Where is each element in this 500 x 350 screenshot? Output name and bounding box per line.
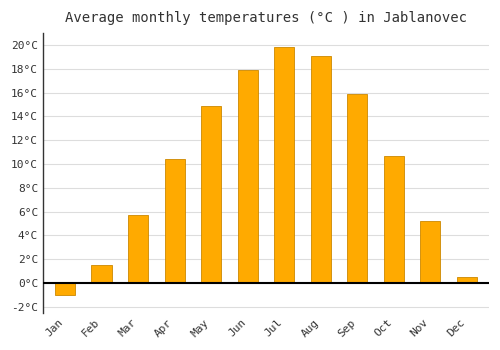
Bar [384,156,404,283]
Title: Average monthly temperatures (°C ) in Jablanovec: Average monthly temperatures (°C ) in Ja… [65,11,467,25]
Bar [164,159,184,283]
Bar [274,48,294,283]
Bar [201,106,221,283]
Bar [238,70,258,283]
Bar [310,56,331,283]
Bar [92,265,112,283]
Bar [420,221,440,283]
Bar [55,283,75,295]
Bar [128,215,148,283]
Bar [457,277,477,283]
Bar [348,94,368,283]
